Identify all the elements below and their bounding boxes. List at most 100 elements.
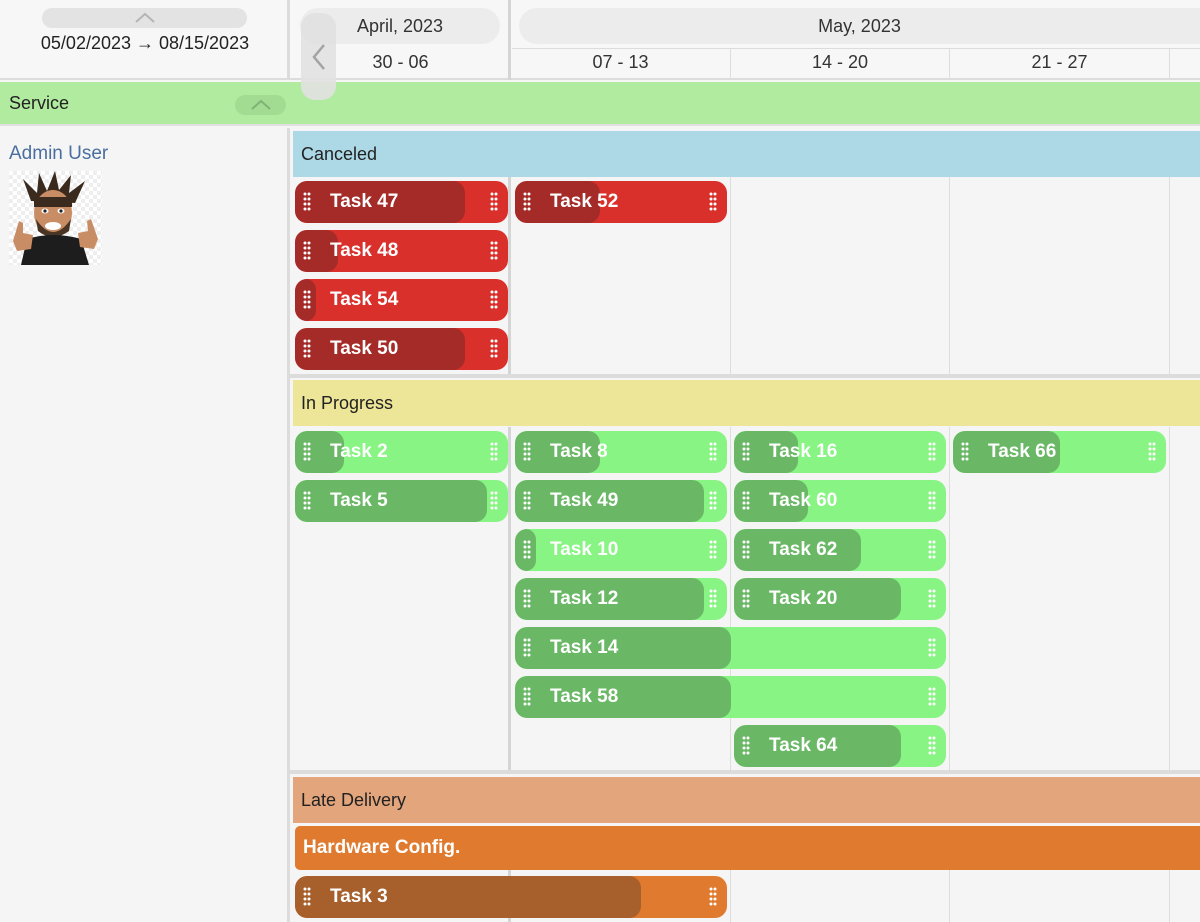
task-progress-fill [515,181,600,223]
resize-handle-icon[interactable] [709,589,717,609]
grid-line [508,427,511,770]
grid-line [949,427,950,770]
task-progress-fill [295,431,344,473]
resize-handle-icon[interactable] [490,339,498,359]
grid-line [508,177,511,374]
drag-handle-icon[interactable] [303,241,311,261]
drag-handle-icon[interactable] [742,442,750,462]
resize-handle-icon[interactable] [709,442,717,462]
task-bar[interactable]: Task 2 [295,431,508,473]
resize-handle-icon[interactable] [490,241,498,261]
drag-handle-icon[interactable] [523,638,531,658]
avatar [9,171,102,265]
task-bar[interactable]: Task 54 [295,279,508,321]
grid-line [730,177,731,374]
group-collapse-button[interactable] [235,95,286,115]
drag-handle-icon[interactable] [523,442,531,462]
resize-handle-icon[interactable] [490,442,498,462]
task-bar[interactable]: Task 48 [295,230,508,272]
resize-handle-icon[interactable] [928,442,936,462]
drag-handle-icon[interactable] [303,290,311,310]
task-progress-fill [515,529,537,571]
grid-line [730,870,731,922]
grid-line [1169,870,1170,922]
chevron-up-icon [250,99,271,110]
lane-separator [290,770,1200,774]
task-label: Task 2 [330,441,388,462]
task-progress-fill [734,431,798,473]
drag-handle-icon[interactable] [303,442,311,462]
task-bar[interactable]: Task 47 [295,181,508,223]
drag-handle-icon[interactable] [742,736,750,756]
task-label: Task 58 [550,686,619,707]
resize-handle-icon[interactable] [709,192,717,212]
task-progress-fill [734,529,862,571]
resize-handle-icon[interactable] [490,290,498,310]
task-progress-fill [295,230,338,272]
task-bar[interactable]: Task 64 [734,725,946,767]
resize-handle-icon[interactable] [928,491,936,511]
grid-line [730,427,731,770]
task-bar[interactable]: Task 3 [295,876,727,918]
task-progress-fill [295,279,317,321]
group-header-service [0,82,1200,126]
user-name-link[interactable]: Admin User [9,143,109,164]
grid-line [1169,427,1170,770]
task-label: Task 62 [769,539,838,560]
task-label: Task 20 [769,588,838,609]
resize-handle-icon[interactable] [928,638,936,658]
resize-handle-icon[interactable] [490,491,498,511]
task-bar[interactable]: Task 50 [295,328,508,370]
drag-handle-icon[interactable] [961,442,969,462]
resize-handle-icon[interactable] [709,540,717,560]
resize-handle-icon[interactable] [928,589,936,609]
resize-handle-icon[interactable] [928,736,936,756]
drag-handle-icon[interactable] [742,589,750,609]
drag-handle-icon[interactable] [523,687,531,707]
drag-handle-icon[interactable] [523,491,531,511]
resize-handle-icon[interactable] [928,687,936,707]
drag-handle-icon[interactable] [742,491,750,511]
drag-handle-icon[interactable] [523,589,531,609]
drag-handle-icon[interactable] [303,339,311,359]
grid-line [949,870,950,922]
task-progress-fill [734,480,809,522]
task-bar[interactable]: Task 14 [515,627,946,669]
resize-handle-icon[interactable] [928,540,936,560]
task-progress-fill [515,627,731,669]
chevron-left-icon [311,43,325,70]
scroll-left-button[interactable] [301,13,336,100]
task-bar[interactable]: Task 20 [734,578,946,620]
resize-handle-icon[interactable] [1148,442,1156,462]
task-bar[interactable]: Task 8 [515,431,727,473]
drag-handle-icon[interactable] [523,192,531,212]
task-bar[interactable]: Task 60 [734,480,946,522]
lane-header-late-delivery: Late Delivery [293,777,1200,823]
month-label-may: May, 2023 [519,8,1200,44]
drag-handle-icon[interactable] [523,540,531,560]
task-bar[interactable]: Task 52 [515,181,727,223]
task-progress-fill [295,876,641,918]
task-bar[interactable]: Task 16 [734,431,946,473]
lane-header-canceled: Canceled [293,131,1200,177]
task-bar[interactable]: Task 62 [734,529,946,571]
task-bar[interactable]: Task 58 [515,676,946,718]
task-label: Task 5 [330,490,388,511]
range-collapse-button[interactable] [42,8,247,28]
task-label: Task 49 [550,490,619,511]
task-bar[interactable]: Task 49 [515,480,727,522]
date-range-label[interactable]: 05/02/2023 → 08/15/2023 [40,33,250,53]
task-bar[interactable]: Task 66 [953,431,1166,473]
drag-handle-icon[interactable] [742,540,750,560]
resize-handle-icon[interactable] [490,192,498,212]
resize-handle-icon[interactable] [709,491,717,511]
resize-handle-icon[interactable] [709,887,717,907]
task-bar[interactable]: Task 5 [295,480,508,522]
drag-handle-icon[interactable] [303,887,311,907]
task-bar[interactable]: Task 10 [515,529,727,571]
drag-handle-icon[interactable] [303,491,311,511]
task-bar[interactable]: Task 12 [515,578,727,620]
drag-handle-icon[interactable] [303,192,311,212]
task-progress-fill [295,480,487,522]
task-progress-fill [734,578,902,620]
